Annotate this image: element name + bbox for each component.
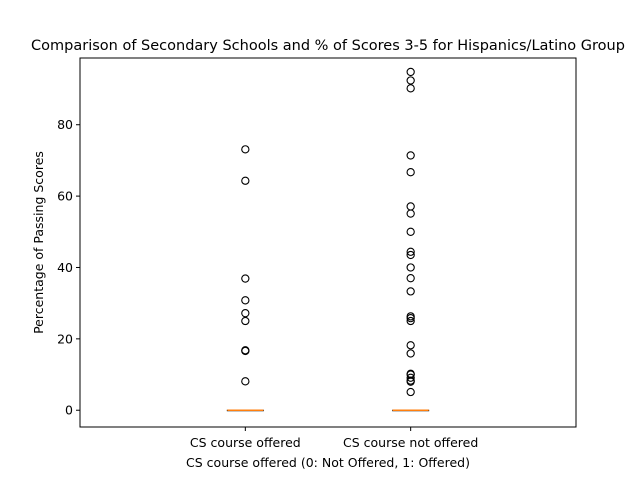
outlier-point xyxy=(406,168,415,177)
outlier-point xyxy=(241,176,250,185)
chart-title: Comparison of Secondary Schools and % of… xyxy=(31,38,625,54)
y-tick-label: 60 xyxy=(57,189,73,204)
outlier-point xyxy=(406,287,415,296)
outlier-point xyxy=(406,209,415,218)
outlier-point xyxy=(406,341,415,350)
outlier-point xyxy=(406,151,415,160)
outlier-point xyxy=(406,314,415,323)
outlier-point xyxy=(241,377,250,386)
box-group xyxy=(392,67,430,412)
outlier-point xyxy=(241,309,250,318)
y-axis: 0 20 40 60 80 xyxy=(57,117,80,418)
outlier-point xyxy=(406,67,415,77)
y-axis-label: Percentage of Passing Scores xyxy=(31,151,46,334)
outlier-point xyxy=(406,247,415,256)
x-tick-label: CS course offered xyxy=(190,435,301,450)
x-axis: CS course offered CS course not offered xyxy=(190,427,478,450)
outlier-point xyxy=(406,373,415,382)
outlier-point xyxy=(241,296,250,305)
x-tick-label: CS course not offered xyxy=(343,435,478,450)
y-tick-label: 80 xyxy=(57,117,73,132)
box-group xyxy=(226,145,264,412)
outlier-point xyxy=(406,76,415,85)
outlier-point xyxy=(406,274,415,283)
y-tick-label: 0 xyxy=(65,403,73,418)
outlier-point xyxy=(406,387,415,397)
x-axis-label: CS course offered (0: Not Offered, 1: Of… xyxy=(186,455,470,470)
y-tick-label: 40 xyxy=(57,260,73,275)
outlier-point xyxy=(406,250,415,260)
outlier-point xyxy=(241,274,250,283)
outlier-point xyxy=(406,349,415,358)
outlier-point xyxy=(406,377,415,386)
outlier-point xyxy=(241,145,250,154)
plot-area xyxy=(226,67,430,412)
axes-frame xyxy=(79,57,577,428)
outlier-point xyxy=(406,263,415,272)
y-tick-label: 20 xyxy=(57,331,73,346)
outlier-point xyxy=(406,84,415,93)
outlier-point xyxy=(241,346,250,356)
outlier-point xyxy=(241,316,250,326)
outlier-point xyxy=(406,316,415,326)
outlier-point xyxy=(406,227,415,236)
